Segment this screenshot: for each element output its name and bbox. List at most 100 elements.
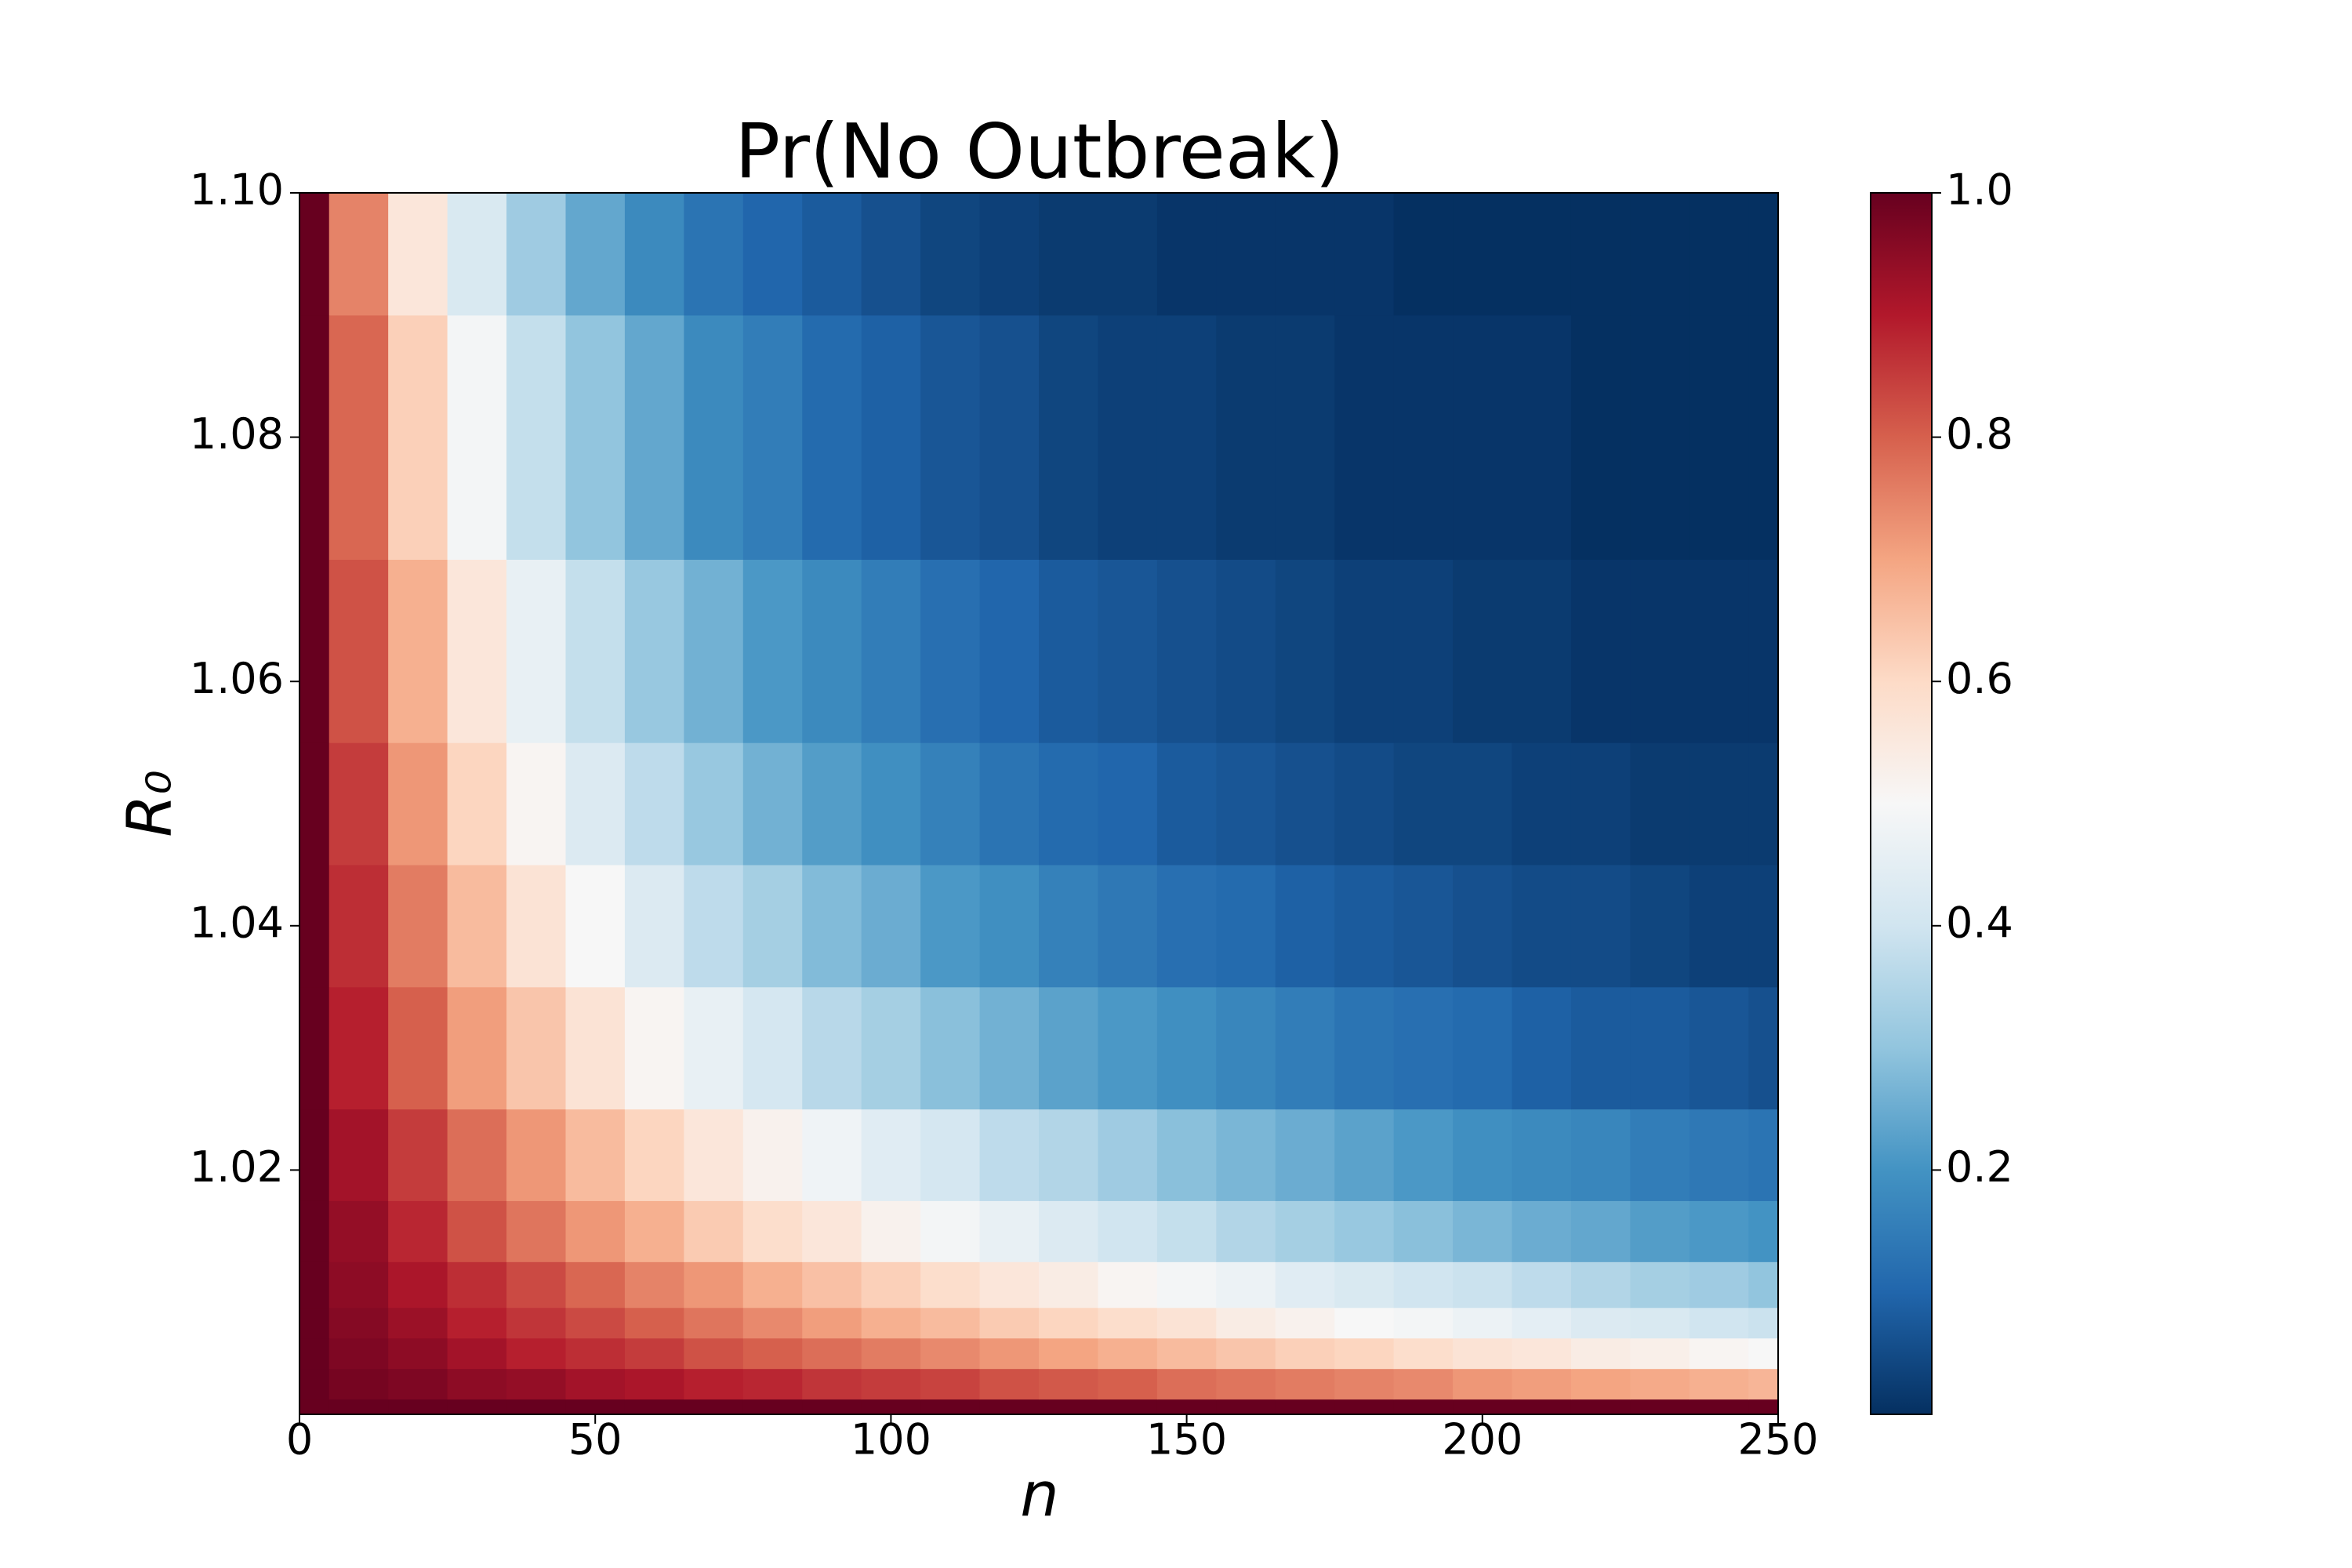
heatmap-cell: [624, 742, 684, 866]
heatmap-cell: [624, 193, 684, 316]
heatmap-cell: [979, 193, 1040, 316]
heatmap-cell: [1453, 1109, 1513, 1201]
heatmap-cell: [299, 1261, 330, 1308]
heatmap-cell: [1039, 1399, 1099, 1415]
heatmap-cell: [506, 1109, 567, 1201]
heatmap-cell: [1748, 314, 1779, 560]
heatmap-cell: [1570, 559, 1631, 743]
heatmap-cell: [624, 314, 684, 560]
heatmap: [299, 193, 1779, 1415]
heatmap-cell: [802, 1338, 862, 1370]
heatmap-cell: [920, 559, 981, 743]
heatmap-cell: [1570, 1109, 1631, 1201]
heatmap-cell: [1156, 1109, 1217, 1201]
heatmap-cell: [1689, 1368, 1749, 1400]
heatmap-cell: [1570, 742, 1631, 866]
heatmap-cell: [1334, 1261, 1395, 1308]
heatmap-cell: [506, 986, 567, 1110]
colorbar-tick-label: 0.2: [1946, 1142, 2013, 1192]
heatmap-cell: [802, 1368, 862, 1400]
heatmap-cell: [1630, 559, 1690, 743]
heatmap-cell: [1275, 314, 1335, 560]
heatmap-cell: [742, 1368, 803, 1400]
heatmap-cell: [1098, 742, 1158, 866]
heatmap-cell: [1275, 193, 1335, 316]
heatmap-cell: [802, 1109, 862, 1201]
heatmap-cell: [1098, 864, 1158, 988]
heatmap-cell: [1748, 1399, 1779, 1415]
heatmap-cell: [506, 193, 567, 316]
y-axis-label: R₀: [114, 770, 185, 837]
heatmap-cell: [1512, 986, 1572, 1110]
heatmap-cell: [802, 559, 862, 743]
heatmap-cell: [1156, 864, 1217, 988]
heatmap-cell: [624, 1261, 684, 1308]
heatmap-cell: [447, 742, 507, 866]
heatmap-cell: [1689, 864, 1749, 988]
heatmap-cell: [1689, 1338, 1749, 1370]
heatmap-cell: [979, 1261, 1040, 1308]
heatmap-cell: [742, 1200, 803, 1262]
y-tick-label: 1.04: [190, 898, 284, 947]
heatmap-cell: [388, 1109, 448, 1201]
heatmap-cell: [1630, 986, 1690, 1110]
heatmap-cell: [1156, 1399, 1217, 1415]
heatmap-cell: [1275, 1200, 1335, 1262]
heatmap-cell: [1098, 1399, 1158, 1415]
heatmap-cell: [1512, 1307, 1572, 1339]
heatmap-cell: [1570, 986, 1631, 1110]
heatmap-cell: [1748, 986, 1779, 1110]
heatmap-cell: [1098, 986, 1158, 1110]
heatmap-cell: [1393, 864, 1454, 988]
heatmap-cell: [1275, 986, 1335, 1110]
heatmap-cell: [1630, 1200, 1690, 1262]
heatmap-cell: [447, 986, 507, 1110]
heatmap-cell: [328, 1307, 389, 1339]
heatmap-cell: [802, 864, 862, 988]
heatmap-cell: [447, 314, 507, 560]
heatmap-cell: [1689, 1307, 1749, 1339]
heatmap-cell: [388, 1399, 448, 1415]
heatmap-cell: [1098, 1338, 1158, 1370]
heatmap-cell: [299, 314, 330, 560]
heatmap-cell: [1216, 1338, 1276, 1370]
colorbar: [1870, 192, 1933, 1415]
heatmap-cell: [1156, 1368, 1217, 1400]
heatmap-cell: [1748, 1200, 1779, 1262]
heatmap-cell: [920, 314, 981, 560]
heatmap-cell: [1512, 1261, 1572, 1308]
heatmap-cell: [1334, 1368, 1395, 1400]
heatmap-cell: [1275, 1109, 1335, 1201]
heatmap-cell: [742, 1338, 803, 1370]
heatmap-cell: [742, 559, 803, 743]
heatmap-cell: [388, 1307, 448, 1339]
colorbar-tick-label: 0.4: [1946, 898, 2013, 947]
heatmap-cell: [1689, 314, 1749, 560]
heatmap-cell: [1156, 559, 1217, 743]
heatmap-cell: [1512, 1368, 1572, 1400]
heatmap-cell: [328, 1338, 389, 1370]
heatmap-cell: [565, 1399, 626, 1415]
heatmap-cell: [1334, 1399, 1395, 1415]
heatmap-cell: [388, 1200, 448, 1262]
heatmap-cell: [920, 1109, 981, 1201]
heatmap-cell: [979, 314, 1040, 560]
heatmap-cell: [1570, 193, 1631, 316]
heatmap-cell: [979, 1307, 1040, 1339]
heatmap-cell: [328, 864, 389, 988]
chart-title: Pr(No Outbreak): [735, 107, 1344, 195]
heatmap-cell: [565, 864, 626, 988]
heatmap-cell: [1453, 1261, 1513, 1308]
heatmap-cell: [624, 1338, 684, 1370]
heatmap-cell: [328, 986, 389, 1110]
heatmap-cell: [1216, 314, 1276, 560]
heatmap-cell: [684, 1338, 744, 1370]
heatmap-cell: [802, 986, 862, 1110]
heatmap-cell: [506, 1200, 567, 1262]
heatmap-cell: [1098, 1200, 1158, 1262]
heatmap-cell: [624, 1399, 684, 1415]
heatmap-cell: [1748, 559, 1779, 743]
heatmap-cell: [1039, 193, 1099, 316]
y-tick-label: 1.06: [190, 654, 284, 703]
heatmap-cell: [1393, 1368, 1454, 1400]
